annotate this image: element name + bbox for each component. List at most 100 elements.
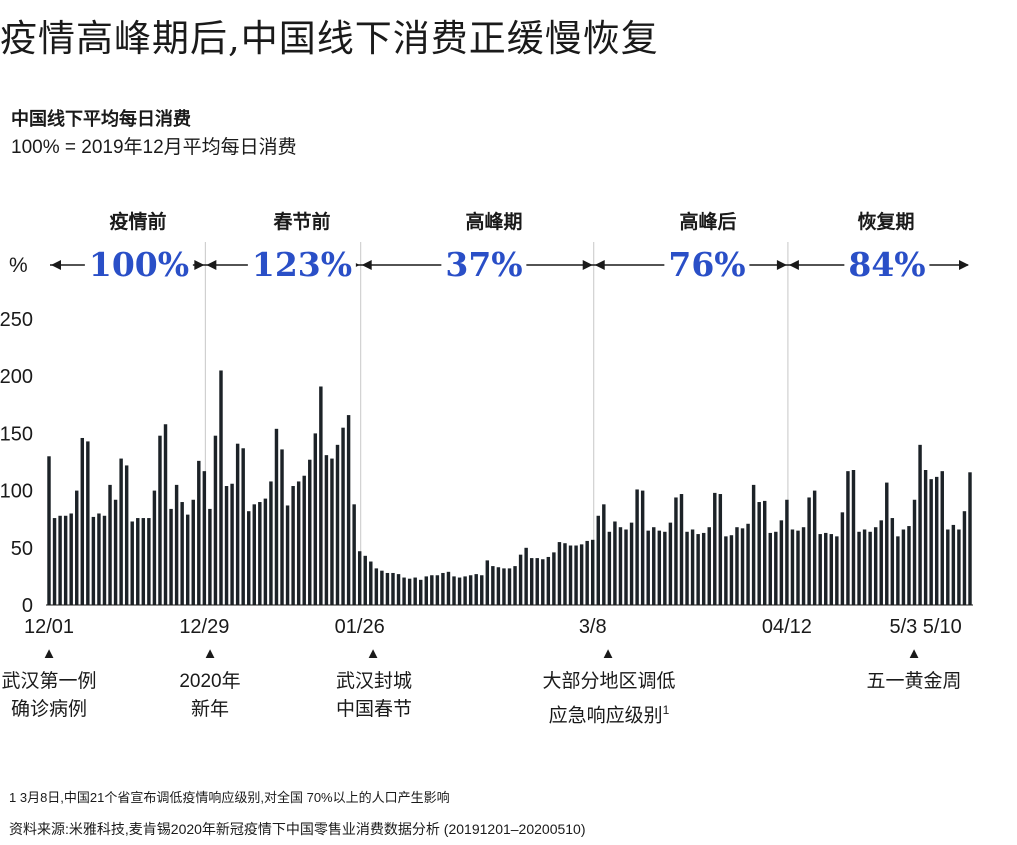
triangle-up-icon: ▲ bbox=[600, 645, 616, 662]
data-bar bbox=[796, 530, 800, 605]
data-bar bbox=[690, 529, 695, 605]
data-bar bbox=[441, 572, 445, 605]
data-bar bbox=[308, 459, 312, 605]
chart-baseline-note: 100% = 2019年12月平均每日消费 bbox=[11, 137, 297, 158]
data-bar bbox=[679, 494, 684, 605]
data-bar bbox=[907, 526, 911, 605]
data-bar bbox=[840, 512, 845, 605]
data-bar bbox=[169, 508, 173, 605]
data-bar bbox=[291, 486, 295, 605]
data-bar bbox=[269, 481, 273, 605]
data-bar bbox=[674, 497, 678, 605]
data-bar bbox=[652, 527, 656, 605]
data-bar bbox=[824, 532, 828, 605]
annotation-line: 武汉封城 bbox=[335, 671, 413, 692]
data-bar bbox=[696, 534, 700, 605]
arrow-right-icon bbox=[582, 260, 593, 270]
data-bar bbox=[618, 527, 623, 605]
data-bar bbox=[75, 490, 79, 605]
data-bar bbox=[474, 574, 478, 605]
y-axis-tick-label: 0 bbox=[22, 595, 33, 617]
data-bar bbox=[507, 568, 512, 605]
data-bar bbox=[113, 499, 118, 605]
data-bar bbox=[330, 458, 334, 605]
data-bar bbox=[124, 465, 129, 605]
data-bar bbox=[568, 545, 573, 605]
data-bar bbox=[430, 575, 434, 605]
data-bar bbox=[701, 532, 706, 605]
annotation-line: 应急响应级别1 bbox=[542, 696, 675, 730]
x-axis-tick-label: 5/10 bbox=[922, 616, 962, 638]
data-bar bbox=[380, 570, 384, 605]
data-bar bbox=[285, 505, 290, 605]
arrow-left-icon bbox=[788, 260, 799, 270]
data-bar bbox=[624, 529, 628, 605]
data-bar bbox=[735, 527, 739, 605]
data-bar bbox=[846, 471, 850, 605]
data-bar bbox=[496, 567, 501, 605]
data-bar bbox=[535, 558, 539, 605]
data-bar bbox=[63, 515, 68, 605]
data-bar bbox=[779, 520, 784, 605]
data-bar bbox=[663, 531, 667, 605]
data-bar bbox=[80, 437, 85, 605]
data-bar bbox=[668, 522, 673, 605]
data-bar bbox=[713, 492, 717, 605]
source-note: 资料来源:米雅科技,麦肯锡2020年新冠疫情下中国零售业消费数据分析 (2019… bbox=[9, 821, 586, 837]
data-bar bbox=[629, 522, 634, 605]
data-bar bbox=[873, 527, 878, 605]
data-bar bbox=[396, 574, 401, 605]
arrow-left-icon bbox=[206, 260, 217, 270]
annotation-first-case: 武汉第一例 确诊病例 bbox=[1, 668, 96, 724]
data-bar bbox=[163, 424, 168, 605]
data-bar bbox=[885, 482, 889, 605]
data-bar bbox=[707, 527, 711, 605]
data-bar bbox=[552, 552, 556, 605]
data-bar bbox=[929, 479, 933, 605]
x-axis-tick-label: 3/8 bbox=[578, 616, 607, 638]
data-bar bbox=[324, 455, 329, 605]
data-bar bbox=[385, 572, 390, 605]
arrow-left-icon bbox=[594, 260, 605, 270]
data-bar bbox=[951, 524, 956, 605]
data-bar bbox=[180, 502, 184, 605]
data-bar bbox=[419, 579, 423, 605]
data-bar bbox=[579, 544, 584, 605]
data-bar bbox=[646, 530, 650, 605]
arrow-left-icon bbox=[51, 260, 61, 270]
annotation-line-text: 应急响应级别 bbox=[548, 705, 663, 727]
triangle-up-icon: ▲ bbox=[41, 645, 57, 662]
data-bar bbox=[69, 513, 73, 605]
data-bar bbox=[174, 484, 179, 605]
data-bar bbox=[790, 529, 795, 605]
data-bar bbox=[130, 521, 134, 605]
data-bar bbox=[862, 529, 867, 605]
data-bar bbox=[446, 571, 451, 605]
phase-pct-post-peak: 76% bbox=[664, 245, 750, 285]
data-bar bbox=[879, 520, 883, 605]
footnote: 1 3月8日,中国21个省宣布调低疫情响应级别,对全国 70%以上的人口产生影响 bbox=[9, 790, 450, 805]
data-bar bbox=[923, 470, 928, 605]
data-bar bbox=[230, 483, 234, 605]
annotation-lockdown: 武汉封城 中国春节 bbox=[336, 668, 412, 724]
data-bar bbox=[918, 444, 922, 605]
data-bar bbox=[258, 502, 262, 605]
data-bar bbox=[108, 484, 112, 605]
data-bar bbox=[657, 530, 662, 605]
data-bar bbox=[774, 531, 778, 605]
data-bar bbox=[757, 502, 761, 605]
data-bar bbox=[152, 490, 157, 605]
data-bar bbox=[52, 518, 57, 605]
data-bar bbox=[934, 476, 939, 605]
x-axis-tick-label: 5/3 bbox=[889, 616, 918, 638]
phase-name-pre-spring-festival: 春节前 bbox=[273, 212, 331, 233]
data-bar bbox=[91, 516, 96, 605]
data-bar bbox=[435, 575, 440, 605]
annotation-line: 五一黄金周 bbox=[866, 671, 962, 692]
data-bar bbox=[946, 529, 950, 605]
data-bar bbox=[136, 518, 140, 605]
data-bar bbox=[812, 490, 817, 605]
data-bar bbox=[740, 528, 745, 605]
arrow-left-icon bbox=[361, 260, 372, 270]
annotation-golden-week: 五一黄金周 bbox=[866, 668, 961, 696]
